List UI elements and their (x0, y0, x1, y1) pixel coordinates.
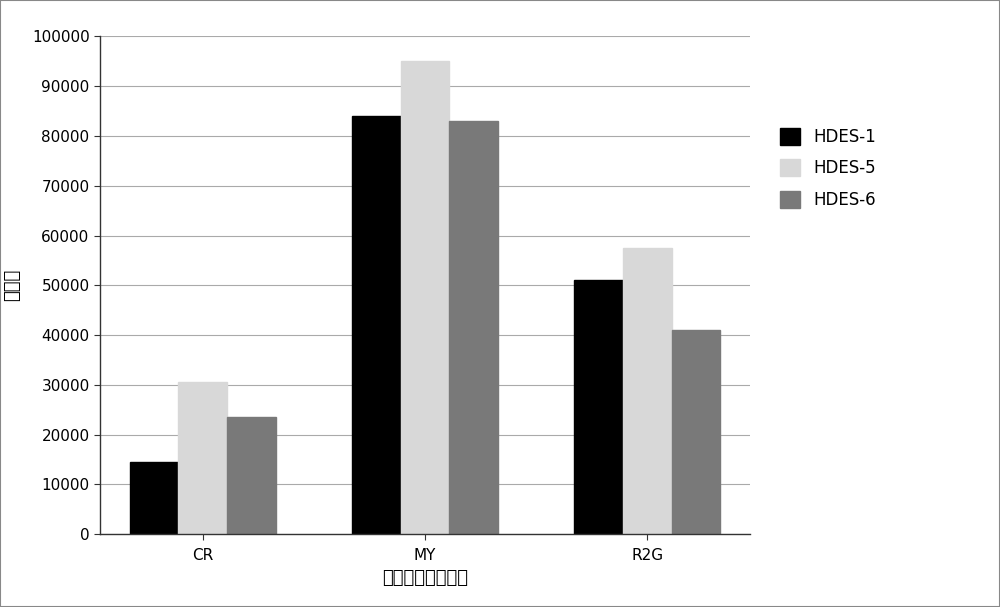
Legend: HDES-1, HDES-5, HDES-6: HDES-1, HDES-5, HDES-6 (771, 120, 884, 217)
Bar (130, 462, 178, 534)
Bar (178, 382, 227, 534)
X-axis label: 非法添加工业染料: 非法添加工业染料 (382, 569, 468, 586)
Bar (227, 417, 276, 534)
Bar (449, 121, 498, 534)
Bar (672, 330, 720, 534)
Bar (352, 116, 401, 534)
Bar (401, 61, 449, 534)
Bar (623, 248, 672, 534)
Bar (574, 280, 623, 534)
Y-axis label: 峰面积: 峰面积 (3, 269, 21, 302)
